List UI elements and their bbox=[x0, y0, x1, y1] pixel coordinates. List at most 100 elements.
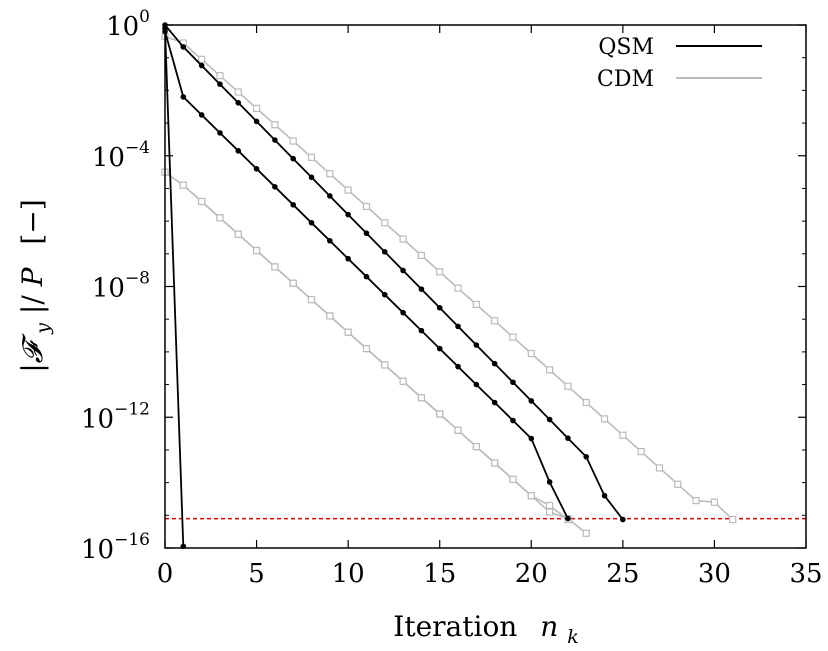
data-point bbox=[308, 174, 315, 181]
data-point bbox=[545, 501, 554, 510]
data-point bbox=[179, 181, 187, 189]
data-point bbox=[418, 286, 425, 292]
data-point bbox=[436, 304, 443, 311]
series-2 bbox=[162, 25, 187, 550]
x-axis-symbol: n bbox=[540, 610, 558, 643]
data-point bbox=[565, 515, 571, 522]
x-tick-label: 35 bbox=[789, 559, 822, 589]
data-point bbox=[510, 417, 516, 424]
y-axis-units: [−] bbox=[16, 199, 49, 244]
data-point bbox=[252, 246, 261, 255]
data-point bbox=[692, 497, 700, 505]
data-point bbox=[344, 328, 352, 336]
data-point bbox=[253, 118, 260, 125]
x-tick-label: 20 bbox=[515, 559, 548, 589]
data-point bbox=[545, 508, 554, 516]
data-point bbox=[619, 431, 627, 439]
x-axis-title: Iteration n k bbox=[393, 610, 578, 648]
data-point bbox=[216, 214, 224, 222]
data-point bbox=[473, 342, 480, 348]
data-point bbox=[455, 323, 461, 330]
y-axis-p: P bbox=[16, 266, 49, 287]
data-point bbox=[472, 443, 480, 451]
x-tick-label: 5 bbox=[248, 559, 265, 589]
data-point bbox=[583, 454, 590, 460]
x-tick-label: 15 bbox=[423, 559, 456, 589]
series-layer bbox=[161, 22, 737, 550]
data-point bbox=[289, 137, 297, 145]
data-point bbox=[491, 317, 499, 325]
y-tick-label: 10−4 bbox=[92, 138, 150, 173]
data-point bbox=[381, 249, 388, 255]
data-point bbox=[271, 263, 279, 271]
legend-label-cdm: CDM bbox=[597, 67, 654, 92]
y-axis-sub: y bbox=[32, 323, 54, 335]
data-point bbox=[400, 309, 406, 316]
data-point bbox=[473, 381, 480, 388]
y-tick-label: 10−8 bbox=[92, 269, 150, 304]
data-point bbox=[564, 382, 572, 390]
data-point bbox=[381, 291, 388, 298]
data-point bbox=[454, 284, 462, 292]
series-line-2 bbox=[164, 28, 185, 547]
data-point bbox=[637, 447, 645, 456]
tick-layer: 0 5 10 15 20 25 30 35 100 10−4 10−8 10−12 10−16 bbox=[81, 7, 823, 589]
data-point bbox=[253, 166, 260, 172]
data-point bbox=[674, 480, 682, 488]
data-point bbox=[454, 426, 462, 434]
y-tick-label: 10−12 bbox=[81, 399, 150, 434]
data-point bbox=[491, 360, 498, 367]
legend-label-qsm: QSM bbox=[598, 35, 654, 60]
data-point bbox=[417, 251, 425, 260]
data-point bbox=[180, 94, 187, 100]
data-point bbox=[527, 349, 535, 358]
data-point bbox=[217, 81, 223, 87]
data-point bbox=[216, 72, 224, 80]
data-point bbox=[381, 361, 389, 369]
data-point bbox=[509, 333, 517, 341]
data-point bbox=[546, 479, 553, 485]
y-tick-label: 100 bbox=[106, 7, 150, 42]
data-point bbox=[345, 211, 351, 218]
y-axis-title: |𝓕 y |/ P [−] bbox=[16, 199, 56, 373]
data-point bbox=[308, 219, 315, 226]
y-tick-label: 10−16 bbox=[81, 530, 150, 565]
data-point bbox=[198, 62, 205, 69]
data-point bbox=[290, 201, 297, 208]
data-point bbox=[527, 492, 535, 500]
data-point bbox=[565, 435, 571, 441]
data-point bbox=[399, 235, 407, 243]
plot-frame bbox=[164, 24, 807, 549]
data-point bbox=[345, 255, 351, 262]
data-point bbox=[344, 186, 352, 194]
data-point bbox=[399, 377, 407, 385]
legend: QSM CDM bbox=[597, 35, 762, 92]
data-point bbox=[234, 230, 242, 238]
data-point bbox=[436, 345, 443, 352]
series-5 bbox=[161, 168, 572, 524]
data-point bbox=[436, 410, 444, 418]
data-point bbox=[417, 394, 425, 402]
data-point bbox=[252, 104, 261, 112]
data-point bbox=[363, 230, 370, 237]
data-point bbox=[620, 516, 626, 523]
series-line-0 bbox=[164, 24, 624, 521]
data-point bbox=[362, 345, 371, 353]
x-tick-label: 10 bbox=[332, 559, 365, 589]
data-point bbox=[235, 99, 242, 106]
data-point bbox=[326, 170, 334, 178]
x-axis-subscript: k bbox=[567, 626, 579, 648]
data-point bbox=[198, 55, 206, 63]
data-point bbox=[363, 273, 370, 280]
data-point bbox=[198, 112, 205, 118]
data-point bbox=[455, 363, 461, 370]
series-0 bbox=[162, 22, 626, 523]
data-point bbox=[582, 398, 590, 407]
data-point bbox=[472, 300, 480, 309]
data-point bbox=[528, 398, 535, 404]
series-line-3 bbox=[164, 35, 734, 521]
data-point bbox=[545, 366, 554, 374]
data-point bbox=[436, 268, 444, 276]
data-point bbox=[272, 184, 278, 190]
data-point bbox=[272, 137, 278, 143]
